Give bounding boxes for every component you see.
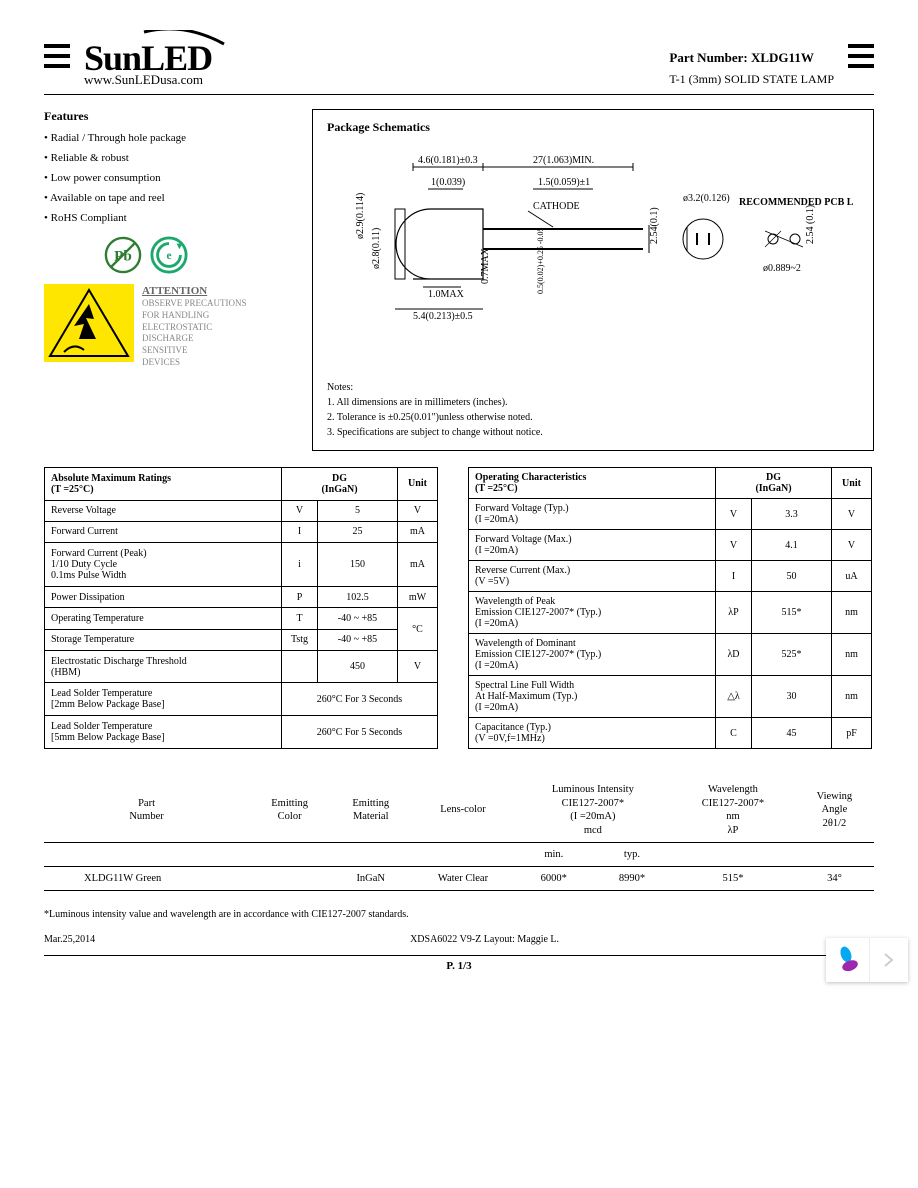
footer: Mar.25,2014 XDSA6022 V9-Z Layout: Maggie… — [44, 934, 874, 945]
table-row: Forward Voltage (Typ.) (I =20mA)V3.3V — [469, 499, 872, 530]
svg-text:27(1.063)MIN.: 27(1.063)MIN. — [533, 155, 594, 166]
table-row: Wavelength of Dominant Emission CIE127-2… — [469, 634, 872, 676]
table-row: Storage TemperatureTstg-40 ~ +85 — [45, 629, 438, 650]
table-row: Lead Solder Temperature [5mm Below Packa… — [45, 716, 438, 749]
svg-text:e: e — [166, 250, 171, 262]
table-row: XLDG11W Green InGaN Water Clear 6000* 89… — [44, 866, 874, 890]
schematic-title: Package Schematics — [327, 120, 859, 135]
table-row: Forward Current (Peak) 1/10 Duty Cycle 0… — [45, 542, 438, 586]
part-number: XLDG11W — [751, 50, 814, 65]
footer-doc: XDSA6022 V9-Z Layout: Maggie L. — [410, 934, 559, 945]
esd-warning-icon — [44, 284, 134, 362]
svg-text:ø0.889~2: ø0.889~2 — [763, 263, 801, 274]
svg-text:CATHODE: CATHODE — [533, 201, 580, 212]
svg-text:5.4(0.213)±0.5: 5.4(0.213)±0.5 — [413, 311, 473, 322]
svg-text:2.54(0.1): 2.54(0.1) — [649, 207, 660, 244]
attention-text: ATTENTION OBSERVE PRECAUTIONS FOR HANDLI… — [142, 284, 247, 368]
menu-icon-right[interactable] — [848, 44, 874, 68]
svg-text:0.7MAX: 0.7MAX — [480, 247, 491, 284]
schematic-drawing: 4.6(0.181)±0.3 27(1.063)MIN. 1(0.039) 1.… — [327, 149, 859, 372]
svg-text:0.5(0.02)+0.25 -0.05: 0.5(0.02)+0.25 -0.05 — [536, 227, 545, 294]
rohs-icon: e — [150, 236, 188, 274]
svg-text:ø2.8(0.11): ø2.8(0.11) — [371, 228, 382, 269]
feature-item: Available on tape and reel — [44, 192, 290, 204]
nav-widget — [826, 938, 908, 982]
subtitle: T-1 (3mm) SOLID STATE LAMP — [669, 72, 834, 87]
features-section: Features Radial / Through hole package R… — [44, 109, 290, 451]
svg-text:ø2.9(0.114): ø2.9(0.114) — [355, 193, 366, 239]
part-label: Part Number: — [669, 50, 747, 65]
feature-item: Radial / Through hole package — [44, 132, 290, 144]
table-row: Lead Solder Temperature [2mm Below Packa… — [45, 683, 438, 716]
svg-text:1.0MAX: 1.0MAX — [428, 289, 465, 300]
schematic-box: Package Schematics 4.6(0.181)±0.3 27(1.0… — [312, 109, 874, 451]
svg-text:1.5(0.059)±1: 1.5(0.059)±1 — [538, 177, 590, 188]
table-row: Electrostatic Discharge Threshold (HBM)4… — [45, 650, 438, 683]
svg-text:1(0.039): 1(0.039) — [431, 177, 465, 188]
header-info: Part Number: XLDG11W T-1 (3mm) SOLID STA… — [669, 50, 834, 87]
table-row: Reverse VoltageV5V — [45, 500, 438, 521]
table-row: Forward CurrentI25mA — [45, 521, 438, 542]
footnote: *Luminous intensity value and wavelength… — [44, 909, 874, 920]
svg-text:2.54 (0.1): 2.54 (0.1) — [805, 205, 816, 244]
footer-date: Mar.25,2014 — [44, 934, 95, 945]
pb-free-icon: Pb — [104, 236, 142, 274]
table-row: Reverse Current (Max.) (V =5V)I50uA — [469, 561, 872, 592]
feature-item: Low power consumption — [44, 172, 290, 184]
page-number: P. 1/3 — [44, 955, 874, 972]
table-row: Spectral Line Full Width At Half-Maximum… — [469, 676, 872, 718]
nav-logo-icon[interactable] — [826, 938, 870, 982]
features-title: Features — [44, 109, 290, 124]
ratings-table: Absolute Maximum Ratings (T =25°C) DG(In… — [44, 467, 438, 749]
nav-next-icon[interactable] — [870, 938, 908, 982]
svg-text:ø3.2(0.126): ø3.2(0.126) — [683, 193, 730, 204]
svg-text:SunLED: SunLED — [84, 38, 212, 76]
svg-text:RECOMMENDED PCB LAYOUT: RECOMMENDED PCB LAYOUT — [739, 197, 853, 208]
schematic-notes: Notes: 1. All dimensions are in millimet… — [327, 380, 859, 440]
logo: SunLED www.SunLEDusa.com — [84, 30, 284, 88]
header: SunLED www.SunLEDusa.com Part Number: XL… — [44, 30, 874, 95]
feature-item: Reliable & robust — [44, 152, 290, 164]
table-row: Forward Voltage (Max.) (I =20mA)V4.1V — [469, 530, 872, 561]
feature-item: RoHS Compliant — [44, 212, 290, 224]
svg-text:4.6(0.181)±0.3: 4.6(0.181)±0.3 — [418, 155, 478, 166]
opchar-table: Operating Characteristics (T =25°C) DG(I… — [468, 467, 872, 749]
table-row: Operating TemperatureT-40 ~ +85°C — [45, 608, 438, 629]
table-row: Wavelength of Peak Emission CIE127-2007*… — [469, 592, 872, 634]
menu-icon[interactable] — [44, 44, 70, 68]
table-row: Power DissipationP102.5mW — [45, 587, 438, 608]
summary-table: Part Number Emitting Color Emitting Mate… — [44, 779, 874, 891]
table-row: Capacitance (Typ.) (V =0V,f=1MHz)C45pF — [469, 718, 872, 749]
